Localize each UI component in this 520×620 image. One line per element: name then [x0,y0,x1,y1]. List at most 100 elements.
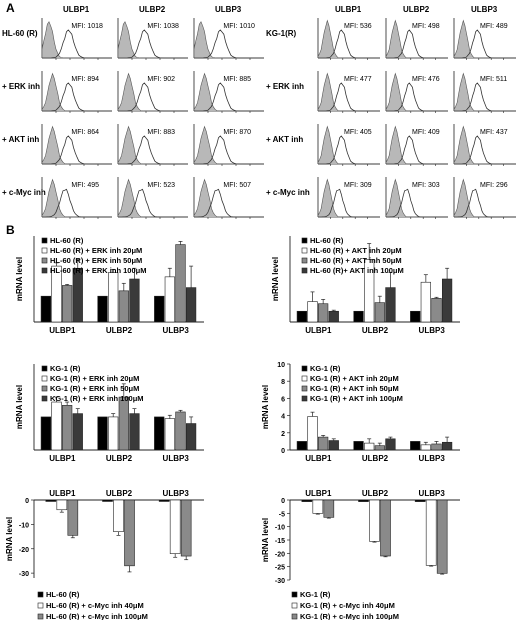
bar [353,310,364,323]
bar [62,285,73,323]
x-tick-label: ULBP2 [106,489,133,498]
x-tick-label: ULBP1 [49,326,76,335]
bar [296,310,308,323]
row-label: HL-60 (R) [2,29,38,38]
legend-label: KG-1 (R) + ERK inh 100μM [50,394,144,403]
flow-histogram: MFI: 536 [317,18,380,60]
stain-histogram [454,82,516,112]
legend-label: KG-1 (R) [300,590,331,599]
stain-histogram [454,188,516,218]
legend-swatch [301,267,308,274]
y-tick-label: 0 [281,448,285,455]
legend-label: HL-60 (R) + c-Myc inh 100μM [46,612,148,620]
bar [436,499,448,574]
stain-histogram [118,135,188,165]
legend-swatch [41,257,48,264]
legend-label: HL-60 (R) [46,590,80,599]
stain-histogram [194,135,264,165]
bar [169,499,181,554]
mfi-value: MFI: 870 [223,129,251,136]
x-tick-label: ULBP2 [362,454,389,463]
mfi-value: MFI: 1018 [71,23,103,30]
y-axis-label: mRNA level [261,385,270,429]
bar [328,310,339,323]
mfi-value: MFI: 409 [412,129,440,136]
legend-label: KG-1 (R) + AKT inh 20μM [310,374,399,383]
bar [420,281,431,323]
legend-swatch [41,247,48,254]
bar [102,499,113,502]
stain-histogram [386,135,448,165]
legend-label: KG-1 (R) + c-Myc inh 100μM [300,612,399,620]
flow-histogram: MFI: 309 [317,177,380,219]
row-label: + ERK inh [2,82,40,91]
stain-histogram [318,29,380,59]
y-axis-label: mRNA level [261,518,270,562]
x-tick-label: ULBP3 [163,326,190,335]
bar [431,443,442,451]
legend-label: KG-1 (R) + AKT inh 100μM [310,394,403,403]
stain-histogram [386,82,448,112]
mfi-value: MFI: 507 [223,182,251,189]
bar [318,436,329,451]
mfi-value: MFI: 489 [480,23,508,30]
mfi-value: MFI: 495 [71,182,99,189]
mfi-value: MFI: 303 [412,182,440,189]
bar [180,499,192,557]
bar [51,401,62,451]
stain-histogram [194,29,264,59]
legend-swatch [41,365,48,372]
column-header: ULBP3 [215,5,242,14]
legend-label: KG-1 (R) + ERK inh 20μM [50,374,139,383]
x-tick-label: ULBP1 [49,489,76,498]
legend-swatch [41,385,48,392]
bar [364,442,375,451]
bar [113,499,124,532]
bar [385,287,396,323]
legend-swatch [41,375,48,382]
row-label: + c-Myc inh [2,188,46,197]
flow-histogram: MFI: 870 [193,124,264,166]
bar [40,295,52,323]
flow-histogram: MFI: 894 [41,71,112,113]
bar [97,295,108,323]
stain-histogram [318,188,380,218]
legend-label: HL-60 (R)+ AKT inh 100μM [310,266,404,275]
flow-histogram: MFI: 1018 [41,18,112,60]
bar [72,413,83,451]
bar [67,499,79,536]
legend-label: HL-60 (R) + c-Myc inh 40μM [46,601,144,610]
y-tick-label: -20 [19,547,29,554]
x-tick-label: ULBP3 [163,489,190,498]
bar [307,416,318,451]
mfi-value: MFI: 296 [480,182,508,189]
stain-histogram [194,188,264,218]
mfi-value: MFI: 885 [223,76,251,83]
flow-histogram: MFI: 477 [317,71,380,113]
legend-label: KG-1 (R) + ERK inh 50μM [50,384,139,393]
y-tick-label: 10 [277,362,285,369]
column-header: ULBP2 [139,5,166,14]
bar [62,405,73,451]
legend-swatch [37,591,44,598]
legend-label: HL-60 (R) + AKT inh 20μM [310,246,402,255]
stain-histogram [318,135,380,165]
bar [108,272,119,323]
legend-swatch [41,237,48,244]
mfi-value: MFI: 476 [412,76,440,83]
bar [441,278,453,323]
bar [420,444,431,451]
legend-label: HL-60 (R) + ERK inh 20μM [50,246,142,255]
x-tick-label: ULBP2 [106,454,133,463]
flow-histogram: MFI: 409 [385,124,448,166]
bar [185,423,197,451]
bar [118,290,129,323]
mfi-value: MFI: 902 [147,76,175,83]
bar-charts: mRNA level ULBP1 ULBP2 ULBP3 HL-60 (R) HL-60 … [5,236,460,620]
mfi-value: MFI: 894 [71,76,99,83]
mfi-value: MFI: 309 [344,182,372,189]
bar [441,441,453,451]
bar [56,499,68,511]
bar [318,303,329,323]
